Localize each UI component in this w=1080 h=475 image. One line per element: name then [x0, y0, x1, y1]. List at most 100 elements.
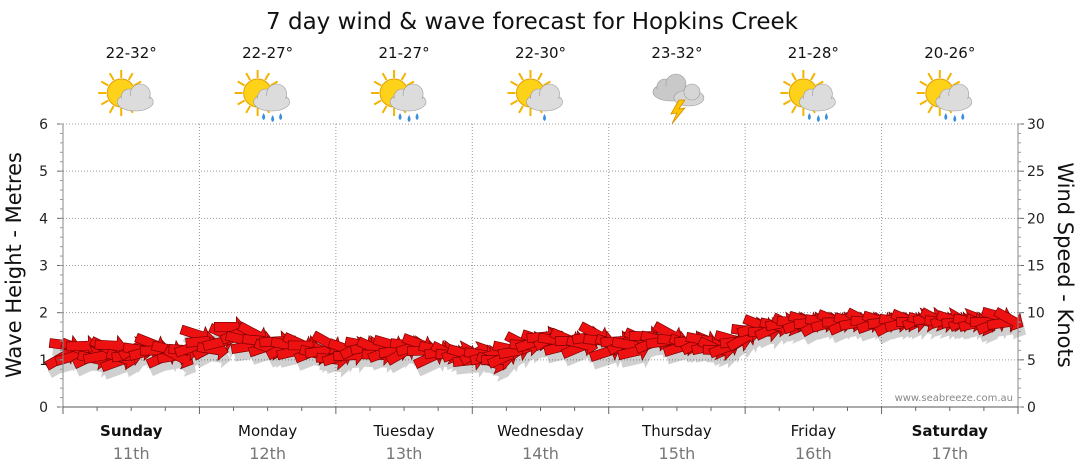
storm-cloud-icon — [652, 73, 705, 125]
day-name-label: Wednesday — [497, 422, 584, 440]
sun-ray — [108, 72, 115, 81]
left-tick-label: 0 — [39, 400, 48, 416]
rain-drop — [953, 115, 957, 122]
temperature-range: 20-26° — [924, 44, 975, 62]
day-name-label: Tuesday — [373, 422, 435, 440]
sun-ray — [946, 72, 953, 81]
left-tick-label: 1 — [39, 353, 48, 369]
rain-drop — [262, 113, 266, 120]
day-name-label: Saturday — [912, 422, 989, 440]
cloud-part — [118, 96, 153, 110]
right-tick-label: 20 — [1027, 211, 1045, 227]
sun-cloud-rain-icon — [916, 70, 973, 122]
temperature-range: 21-28° — [788, 44, 839, 62]
sun-cloud-shower-icon — [507, 70, 563, 121]
right-tick-label: 10 — [1027, 306, 1045, 322]
cloud-part — [800, 96, 835, 110]
day-date-label: 12th — [249, 444, 286, 463]
sun-cloud-rain-icon — [371, 70, 427, 122]
wind-arrow-shadow — [478, 360, 510, 382]
sun-ray — [927, 72, 934, 81]
day-date-label: 14th — [522, 444, 559, 463]
sun-cloud-rain-icon — [780, 70, 836, 122]
left-tick-label: 5 — [39, 164, 48, 180]
rain-drop — [807, 113, 811, 120]
chart-title: 7 day wind & wave forecast for Hopkins C… — [266, 9, 799, 35]
temperature-row: 22-32° 22-27° 21-27° 22-30° 23-32° 21-28° 20-2… — [106, 44, 976, 62]
rain-drop — [271, 115, 275, 122]
lightning-bolt — [670, 99, 686, 125]
sun-ray — [518, 105, 524, 114]
left-tick-label: 6 — [39, 117, 48, 133]
temperature-range: 21-27° — [379, 44, 430, 62]
right-tick-label: 30 — [1027, 117, 1045, 133]
sun-ray — [373, 99, 382, 106]
sun-ray — [510, 80, 519, 87]
sun-ray — [400, 72, 407, 81]
sun-ray — [406, 80, 415, 87]
sun-ray — [100, 80, 109, 87]
day-date-label: 15th — [659, 444, 696, 463]
sun-ray — [537, 72, 543, 81]
sun-ray — [790, 72, 797, 81]
axis-tick-labels: 0 1 2 3 4 5 6 0 5 10 15 20 25 30 — [39, 117, 1045, 416]
left-tick-label: 4 — [39, 211, 48, 227]
sun-ray — [815, 80, 824, 87]
sun-ray — [927, 105, 934, 114]
rain-drop — [398, 113, 402, 120]
day-name-label: Monday — [238, 422, 297, 440]
day-date-label: 13th — [386, 444, 423, 463]
sun-cloud-rain-icon — [234, 70, 290, 122]
sun-ray — [919, 99, 928, 106]
sun-ray — [782, 80, 791, 87]
sun-ray — [100, 99, 109, 106]
sun-ray — [790, 105, 797, 114]
temperature-range: 22-27° — [242, 44, 293, 62]
cloud-shape — [526, 83, 563, 112]
rain-drop — [415, 113, 419, 120]
sun-ray — [245, 105, 252, 114]
sun-ray — [782, 99, 791, 106]
sun-ray — [237, 99, 246, 106]
sun-ray — [108, 105, 115, 114]
chart-grid — [63, 123, 1018, 407]
left-axis-title: Wave Height - Metres — [2, 152, 26, 378]
seabreeze-credit: www.seabreeze.com.au — [895, 393, 1013, 404]
cloud-shape — [935, 83, 973, 112]
rain-drop — [279, 113, 283, 120]
sun-ray — [133, 80, 142, 87]
day-date-label: 16th — [795, 444, 832, 463]
temperature-range: 22-30° — [515, 44, 566, 62]
rain-drop — [816, 115, 820, 122]
right-tick-label: 0 — [1027, 400, 1036, 416]
sun-ray — [127, 72, 134, 81]
cloud-shape — [116, 83, 154, 112]
day-name-label: Friday — [791, 422, 837, 440]
temperature-range: 23-32° — [651, 44, 702, 62]
cloud-shape — [389, 83, 427, 112]
cloud-part — [527, 96, 562, 110]
cloud-part — [254, 96, 289, 110]
right-tick-label: 15 — [1027, 259, 1045, 275]
right-tick-label: 25 — [1027, 164, 1045, 180]
cloud-part — [936, 96, 971, 110]
sun-ray — [919, 80, 928, 87]
sun-ray — [542, 80, 551, 87]
temperature-range: 22-32° — [106, 44, 157, 62]
right-axis-title: Wind Speed - Knots — [1053, 162, 1077, 367]
sun-cloud-icon — [98, 70, 154, 116]
cloud-shape — [799, 83, 836, 112]
sun-ray — [270, 80, 279, 87]
sun-ray — [373, 80, 382, 87]
sun-ray — [510, 99, 519, 106]
day-labels: Sunday 11th Monday 12th Tuesday 13th Wednesday… — [100, 422, 988, 463]
rain-drop — [961, 113, 965, 120]
cloud-part — [683, 83, 701, 101]
rain-drop — [407, 115, 411, 122]
sun-ray — [264, 72, 271, 81]
wind-series — [44, 306, 1027, 382]
sun-ray — [381, 72, 388, 81]
sun-ray — [245, 72, 252, 81]
rain-drop — [543, 114, 546, 121]
